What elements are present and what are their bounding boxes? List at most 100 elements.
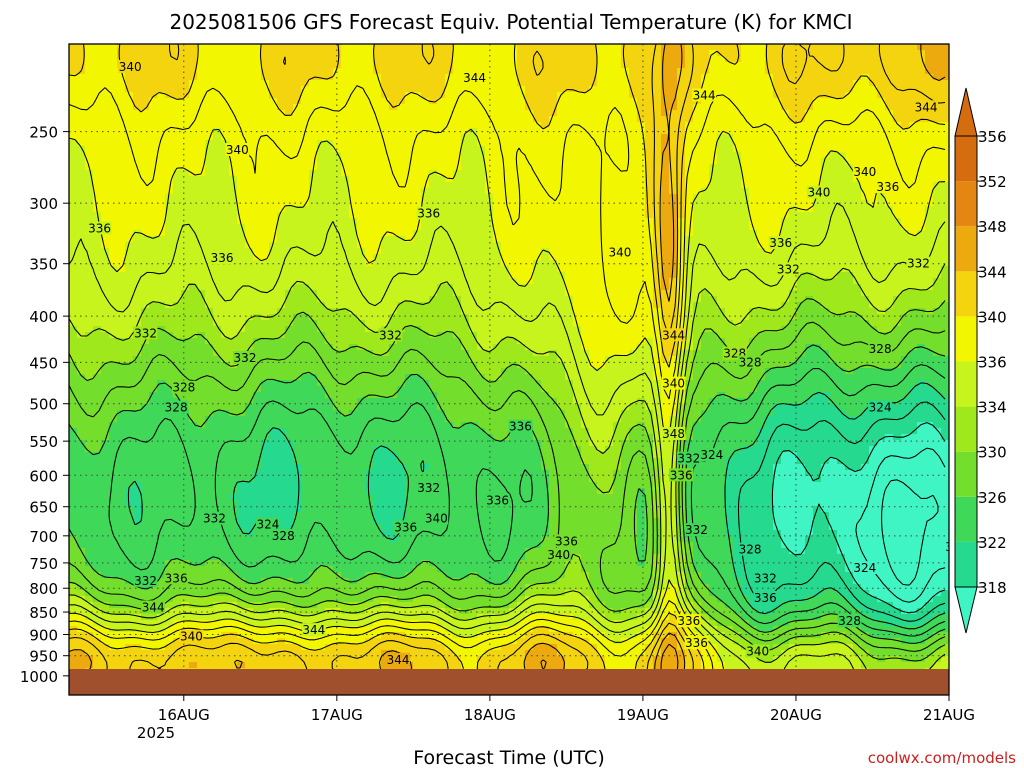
y-tick-label: 250 [29,124,58,142]
contour-label: 336 [88,222,111,236]
contour-label: 328 [272,529,295,543]
colorbar-segment [955,226,977,272]
contour-label: 332 [685,523,708,537]
contour-318 [881,479,939,586]
contour-label-bg [661,426,686,440]
y-tick-label: 600 [29,467,58,485]
contour-label-bg [386,652,411,666]
colorbar: 318 322 326 330 334 336 340 344 348 352 356 [954,87,1007,634]
contour-label-bg [233,350,257,364]
contour-label-bg [133,573,158,587]
contour-label: 336 [685,636,708,650]
contour-label: 336 [509,420,532,434]
x-tick-label: 16AUG [158,706,210,724]
contour-328 [108,364,946,637]
contour-label-bg [607,245,632,259]
contour-label-bg [914,100,939,114]
contour-label: 344 [302,623,325,637]
contour-label: 340 [662,377,685,391]
colorbar-segment [955,316,977,362]
plot-area: 3403403443443403403403443363363363363363… [69,44,968,695]
x-tick-year: 2025 [137,724,175,742]
contour-338 [69,202,946,693]
contour-label: 340 [609,245,632,259]
y-tick-label: 450 [29,354,58,372]
contour-label-bg [393,520,418,534]
contour-label-bg [852,164,877,178]
contour-label-bg [554,534,579,548]
contour-label: 340 [425,512,448,526]
ground-layer [69,669,949,695]
contour-label-bg [225,143,250,157]
contour-label-bg [676,614,701,628]
credit-text: coolwx.com/models [868,749,1016,767]
contour-label-bg [738,542,763,556]
y-tick-label: 950 [29,648,58,666]
colorbar-tick-label: 330 [978,444,1007,462]
contour-label: 336 [394,520,417,534]
y-tick-label: 850 [29,604,58,622]
y-tick-label: 350 [29,256,58,274]
contour-label: 340 [547,548,570,562]
contour-label: 328 [869,342,892,356]
contour-label: 336 [670,468,693,482]
contour-label: 340 [746,645,769,659]
contour-label-bg [202,511,227,525]
y-tick-label: 400 [29,308,58,326]
contour-label: 320 [945,540,968,554]
contour-label-bg [768,235,793,249]
contour-label-bg [868,342,893,356]
contour-label-bg [301,623,326,637]
contour-label: 332 [203,512,226,526]
colorbar-segment [955,496,977,542]
colorbar-tick-label: 326 [978,489,1007,507]
colorbar-segment [955,271,977,317]
y-tick-label: 1000 [20,668,58,686]
contour-label-bg [508,419,533,433]
x-axis-label: Forecast Time (UTC) [413,747,604,768]
x-tick-label: 17AUG [311,706,363,724]
y-tick-label: 700 [29,528,58,546]
contour-label-bg [87,221,112,235]
colorbar-tick-label: 334 [978,399,1007,417]
contour-label-bg [661,328,686,342]
contour-label: 328 [165,401,188,415]
plot-frame [68,43,950,696]
contour-326 [127,382,946,630]
x-tick-label: 18AUG [464,706,516,724]
contour-label: 336 [486,494,509,508]
colorbar-segment [955,541,977,587]
colorbar-segment [955,406,977,452]
contour-label: 324 [257,517,280,531]
contour-label: 340 [226,143,249,157]
colorbar-tick-label: 336 [978,354,1007,372]
contour-label-bg [171,380,196,394]
contour-label-bg [684,636,709,650]
colorbar-bottom-arrow [954,586,978,634]
colorbar-tick-label: 352 [978,173,1007,191]
y-tick-label: 750 [29,555,58,573]
contour-334 [69,298,946,662]
contour-label-bg [118,59,143,73]
contour-label: 336 [211,251,234,265]
contour-label-bg [837,614,862,628]
contour-label: 328 [838,614,861,628]
contour-320 [855,447,946,603]
contour-label-bg [255,517,280,531]
colorbar-tick-label: 318 [978,579,1007,597]
contour-label-bg [692,88,717,102]
colorbar-segment [955,451,977,497]
contour-label-bg [745,644,770,658]
contour-label: 336 [555,534,578,548]
contour-label-bg [852,561,877,575]
contour-label-bg [416,206,441,220]
contour-label: 332 [134,574,157,588]
y-tick-label: 550 [29,433,58,451]
contour-label-bg [164,571,189,585]
contour-label-bg [753,571,778,585]
contour-label-bg [868,400,893,414]
contour-label-bg [699,448,724,462]
x-tick-label: 19AUG [617,706,669,724]
colorbar-tick-label: 322 [978,534,1007,552]
contour-label-bg [424,511,449,525]
